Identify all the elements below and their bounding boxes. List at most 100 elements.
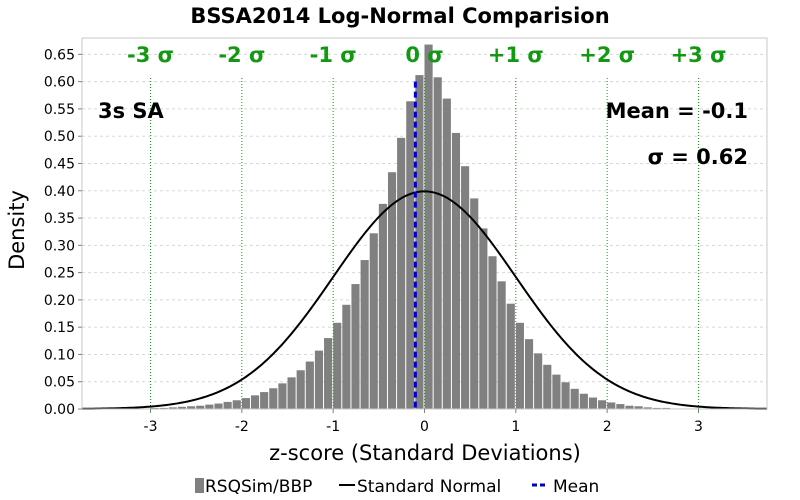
histogram-bar (442, 98, 451, 409)
histogram-bar (616, 404, 625, 409)
x-tick-label: -1 (326, 419, 340, 435)
histogram-bar (479, 228, 488, 409)
histogram-bar (397, 137, 406, 409)
x-tick-label: -3 (144, 419, 158, 435)
period-annotation: 3s SA (98, 99, 165, 123)
histogram-bar (406, 101, 415, 409)
histogram-bar (652, 407, 661, 409)
histogram-bar (360, 260, 369, 409)
histogram-bar (369, 233, 378, 409)
legend-label-normal: Standard Normal (357, 477, 501, 497)
x-axis-label: z-score (Standard Deviations) (269, 441, 581, 465)
legend-label-bars: RSQSim/BBP (205, 477, 312, 497)
sigma-labels: -3 σ -2 σ -1 σ 0 σ +1 σ +2 σ +3 σ (127, 43, 726, 67)
x-tick-label: 2 (603, 419, 612, 435)
histogram-bar (415, 75, 424, 409)
histogram-bar (598, 400, 607, 409)
y-tick-label: 0.15 (44, 320, 75, 336)
y-tick-label: 0.30 (44, 238, 75, 254)
histogram-bar (269, 388, 278, 409)
histogram-bars (123, 44, 698, 410)
histogram-bar (524, 339, 534, 409)
y-tick-label: 0.40 (44, 184, 75, 200)
y-tick-label: 0.60 (44, 75, 75, 91)
sigma-label: -3 σ (127, 43, 174, 67)
histogram-bar (177, 406, 187, 409)
x-tick-label: 3 (694, 419, 703, 435)
histogram-bar (661, 407, 671, 409)
histogram-bar (260, 392, 269, 409)
histogram-bar (187, 406, 196, 409)
histogram-bar (278, 383, 287, 409)
y-tick-label: 0.20 (44, 293, 75, 309)
y-tick-label: 0.35 (44, 211, 75, 227)
histogram-bar (534, 353, 543, 409)
histogram-bar (570, 388, 579, 409)
histogram-bar (497, 281, 506, 409)
histogram-bar (378, 203, 387, 409)
sigma-label: -1 σ (310, 43, 357, 67)
histogram-bar (196, 405, 205, 409)
x-tick-label: 0 (420, 419, 429, 435)
histogram-bar (561, 382, 570, 409)
histogram-bar (287, 377, 296, 409)
y-tick-label: 0.65 (44, 47, 75, 63)
histogram-bar (232, 400, 241, 409)
legend: RSQSim/BBP Standard Normal Mean (195, 477, 599, 497)
x-tick-label: -2 (235, 419, 249, 435)
histogram-bar (470, 198, 479, 409)
standard-normal-curve (81, 190, 768, 410)
y-tick-label: 0.55 (44, 102, 75, 118)
y-tick-label: 0.50 (44, 129, 75, 145)
histogram-bar (324, 338, 333, 409)
histogram-bar (488, 256, 497, 409)
mean-annotation: Mean = -0.1 (606, 99, 748, 123)
histogram-bar (150, 407, 159, 409)
histogram-bar (351, 284, 360, 409)
histogram-bar (296, 370, 305, 409)
histogram-bar (552, 374, 561, 409)
sigma-annotation: σ = 0.62 (648, 145, 748, 169)
histogram-bar (515, 322, 524, 409)
histogram-bar (214, 403, 223, 409)
histogram-bar (250, 395, 260, 409)
y-tick-label: 0.25 (44, 266, 75, 282)
histogram-bar (588, 397, 598, 409)
histogram-bar (506, 303, 515, 409)
histogram-bar (461, 166, 470, 409)
histogram-bar (634, 406, 643, 409)
y-tick-label: 0.05 (44, 375, 75, 391)
histogram-bar (159, 407, 168, 409)
y-tick-label: 0.10 (44, 347, 75, 363)
y-axis: 0.00 0.05 0.10 0.15 0.20 0.25 0.30 0.35 0.40 0.45… (44, 47, 82, 418)
histogram-bar (387, 172, 397, 409)
y-axis-label: Density (5, 190, 29, 270)
y-tick-label: 0.00 (44, 402, 75, 418)
y-tick-label: 0.45 (44, 156, 75, 172)
chart-title: BSSA2014 Log-Normal Comparision (190, 4, 609, 28)
histogram-bar (342, 304, 351, 409)
histogram-bar (625, 405, 634, 409)
x-tick-label: 1 (511, 419, 520, 435)
sigma-label: +2 σ (579, 43, 635, 67)
histogram-bar (643, 407, 652, 409)
histogram-bar (314, 350, 324, 409)
histogram-bar (241, 398, 250, 409)
histogram-bar (223, 401, 232, 409)
histogram-bar (607, 402, 616, 409)
histogram-bar (451, 132, 461, 409)
sigma-label: 0 σ (405, 43, 443, 67)
histogram-bar (579, 393, 588, 409)
histogram-bar (433, 77, 442, 410)
histogram-bar (205, 404, 214, 409)
sigma-label: -2 σ (218, 43, 265, 67)
histogram-bar (168, 407, 177, 409)
sigma-label: +1 σ (488, 43, 544, 67)
legend-label-mean: Mean (553, 477, 599, 497)
histogram-bar (305, 361, 314, 409)
x-axis: -3 -2 -1 0 1 2 3 (144, 409, 703, 435)
histogram-bar (543, 364, 552, 409)
histogram-bar (424, 44, 433, 409)
sigma-label: +3 σ (671, 43, 727, 67)
